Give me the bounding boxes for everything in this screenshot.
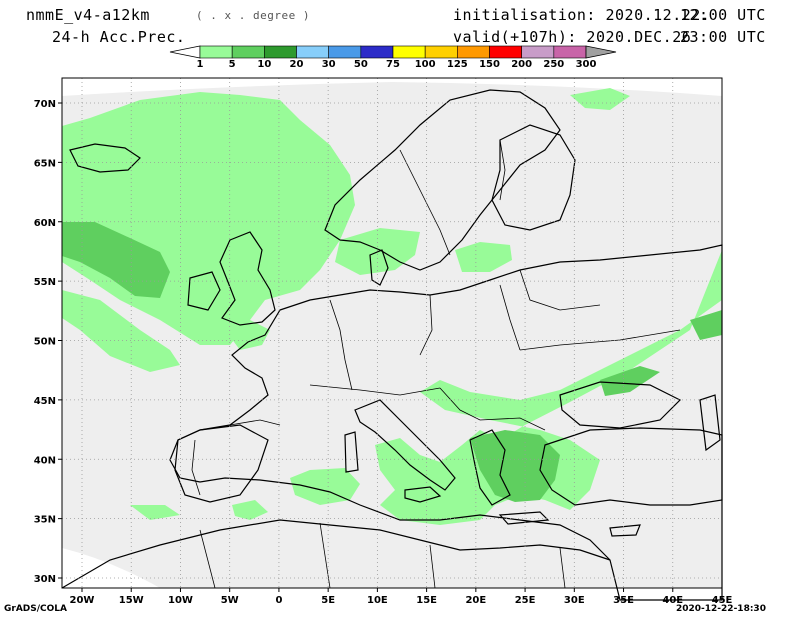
coast-crete: [498, 511, 550, 525]
colorbar-level-label: 1: [197, 59, 204, 70]
lat-label: 35N: [34, 515, 56, 526]
colorbar-level-label: 20: [290, 59, 304, 70]
border-spain-portugal: [191, 439, 201, 496]
lat-label: 55N: [34, 277, 56, 288]
coast-jutland: [369, 249, 389, 286]
lon-label: 20W: [70, 595, 95, 606]
lon-label: 40E: [662, 595, 683, 606]
coast-north-africa: [61, 519, 611, 589]
coast-greece: [469, 429, 511, 506]
lon-label: 5W: [221, 595, 239, 606]
colorbar-level-label: 200: [511, 59, 532, 70]
colorbar-level-label: 5: [229, 59, 236, 70]
longitude-labels: 20W 15W 10W 5W 0 5E 10E 15E 20E 25E 30E 35E 40E 45E: [70, 595, 733, 606]
lat-label: 65N: [34, 158, 56, 169]
lon-label: 10W: [168, 595, 193, 606]
latitude-labels: 70N 65N 60N 55N 50N 45N 40N 35N 30N: [34, 99, 56, 585]
colorbar-level-label: 150: [479, 59, 500, 70]
precip-area-atlantic-south: [62, 290, 180, 372]
lon-label: 10E: [367, 595, 388, 606]
credit-label: GrADS/COLA: [4, 604, 67, 614]
lon-label: 30E: [564, 595, 585, 606]
coast-finland: [491, 124, 576, 231]
coast-great-britain: [219, 231, 276, 326]
precip-area-baltic: [455, 242, 512, 272]
border-poland-east: [499, 284, 521, 351]
colorbar-level-label: 250: [543, 59, 564, 70]
coast-black-sea: [559, 381, 682, 429]
colorbar-level-label: 75: [386, 59, 400, 70]
init-time: 12:00 UTC: [680, 6, 766, 24]
precip-area-mediterranean-sw: [232, 500, 268, 520]
projection-label: ( . x . degree ): [196, 9, 310, 22]
coast-sicily: [404, 486, 442, 503]
coast-continent: [169, 244, 723, 601]
lon-label: 20E: [465, 595, 486, 606]
colorbar-arrow-high: [585, 45, 617, 59]
coast-sardinia: [344, 431, 359, 473]
coast-scandinavia: [324, 89, 561, 271]
border-france-spain: [229, 419, 281, 426]
lon-label: 5E: [321, 595, 335, 606]
precip-area-france-coast: [225, 320, 270, 350]
colorbar-level-label: 50: [354, 59, 368, 70]
coast-turkey: [539, 427, 723, 506]
border-balkans: [439, 387, 546, 431]
border-alps: [309, 384, 441, 396]
precip-core-greece: [470, 430, 560, 502]
precip-area-mediterranean-south: [130, 505, 180, 520]
colorbar-level-label: 100: [415, 59, 436, 70]
precip-colorbar: 1 5 10 20 30 50 75 100 125 150 200 250 300: [169, 45, 617, 70]
valid-time: 23:00 UTC: [680, 28, 766, 46]
lon-label: 25E: [515, 595, 536, 606]
border-scandinavia-inner: [399, 149, 451, 256]
coast-ireland: [187, 271, 221, 311]
init-label: initialisation: 2020.12.22.: [453, 6, 711, 24]
field-name: 24-h Acc.Prec.: [52, 28, 186, 46]
colorbar-level-label: 10: [257, 59, 271, 70]
lon-label: 35E: [613, 595, 634, 606]
lon-label: 45E: [712, 595, 733, 606]
colorbar-level-label: 30: [322, 59, 336, 70]
lon-label: 15E: [416, 595, 437, 606]
border-baltics: [519, 269, 601, 311]
precip-area-russia: [375, 250, 722, 525]
colorbar-level-label: 125: [447, 59, 468, 70]
precip-core-atlantic: [62, 222, 170, 298]
map-frame: [61, 77, 723, 589]
precip-core-russia: [690, 310, 722, 340]
coast-caspian: [699, 394, 721, 452]
border-north-africa: [199, 522, 566, 589]
lat-label: 50N: [34, 337, 56, 348]
coastlines: [61, 89, 723, 601]
precip-area-arctic: [570, 88, 630, 110]
precip-core-black-sea: [600, 366, 660, 396]
coast-italy: [354, 399, 456, 491]
lat-label: 70N: [34, 99, 56, 110]
valid-label: valid(+107h): 2020.DEC.26: [453, 28, 692, 46]
coast-iberia: [174, 424, 269, 503]
lat-label: 45N: [34, 396, 56, 407]
lat-label: 30N: [34, 574, 56, 585]
model-name: nmmE_v4-a12km: [26, 6, 150, 24]
country-borders: [191, 139, 681, 589]
lat-label: 60N: [34, 218, 56, 229]
colorbar-level-label: 300: [576, 59, 597, 70]
border-france-germany: [329, 299, 353, 391]
lon-label: 0: [275, 595, 282, 606]
precip-medium-areas: [62, 222, 722, 502]
lat-label: 40N: [34, 455, 56, 466]
border-sweden-finland: [499, 139, 506, 201]
lon-label: 15W: [119, 595, 144, 606]
coast-cyprus: [609, 524, 641, 537]
border-germany-poland: [419, 294, 433, 356]
timestamp-label: 2020-12-22-18:30: [676, 604, 766, 614]
precip-area-mediterranean-west: [290, 468, 360, 505]
border-ukraine: [519, 329, 681, 351]
